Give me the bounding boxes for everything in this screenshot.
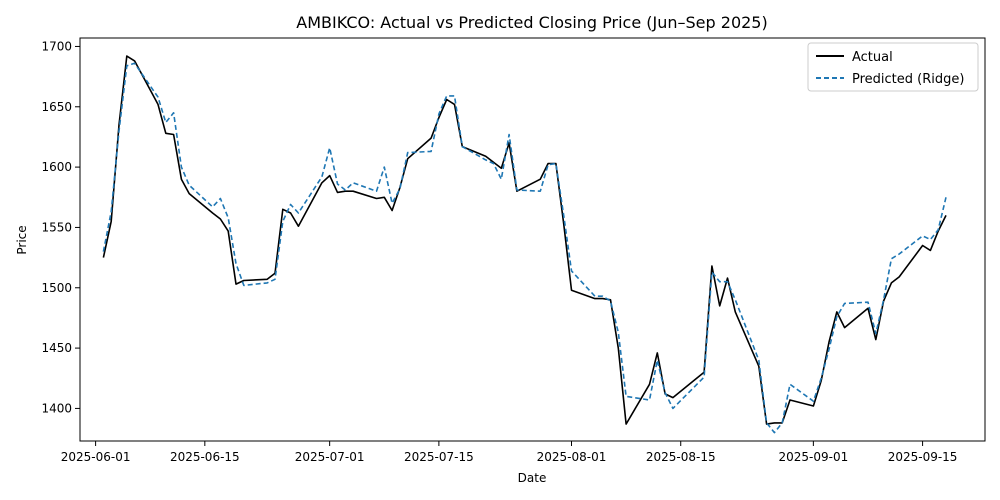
legend-box	[807, 42, 979, 92]
y-tick-label: 1450	[41, 341, 72, 355]
x-tick-label: 2025-08-01	[537, 450, 607, 464]
y-axis-ticks: 1400 1450 1500 1550 1600 1650 1700	[41, 39, 80, 415]
x-tick-label: 2025-07-15	[404, 450, 474, 464]
x-tick-label: 2025-09-01	[778, 450, 848, 464]
y-tick-label: 1600	[41, 160, 72, 174]
plot-frame	[79, 37, 986, 442]
x-tick-label: 2025-06-01	[61, 450, 131, 464]
y-tick-label: 1500	[41, 281, 72, 295]
legend-label-actual: Actual	[852, 50, 893, 65]
y-tick-label: 1700	[41, 39, 72, 53]
x-axis-label: Date	[518, 471, 547, 485]
x-axis-ticks: 2025-06-01 2025-06-15 2025-07-01 2025-07-15…	[61, 441, 958, 464]
y-tick-label: 1550	[41, 220, 72, 234]
x-tick-label: 2025-07-01	[295, 450, 365, 464]
legend: Actual Predicted (Ridge)	[807, 42, 979, 92]
x-tick-label: 2025-08-15	[646, 450, 716, 464]
series-line-actual	[102, 55, 947, 425]
y-tick-label: 1400	[41, 401, 72, 415]
plot-lines	[102, 55, 947, 434]
y-tick-label: 1650	[41, 100, 72, 114]
chart-title: AMBIKCO: Actual vs Predicted Closing Pri…	[296, 13, 767, 32]
series-line-predicted	[102, 62, 947, 434]
x-tick-label: 2025-09-15	[888, 450, 958, 464]
x-tick-label: 2025-06-15	[170, 450, 240, 464]
legend-label-predicted: Predicted (Ridge)	[852, 72, 964, 87]
y-axis-label: Price	[15, 225, 29, 254]
